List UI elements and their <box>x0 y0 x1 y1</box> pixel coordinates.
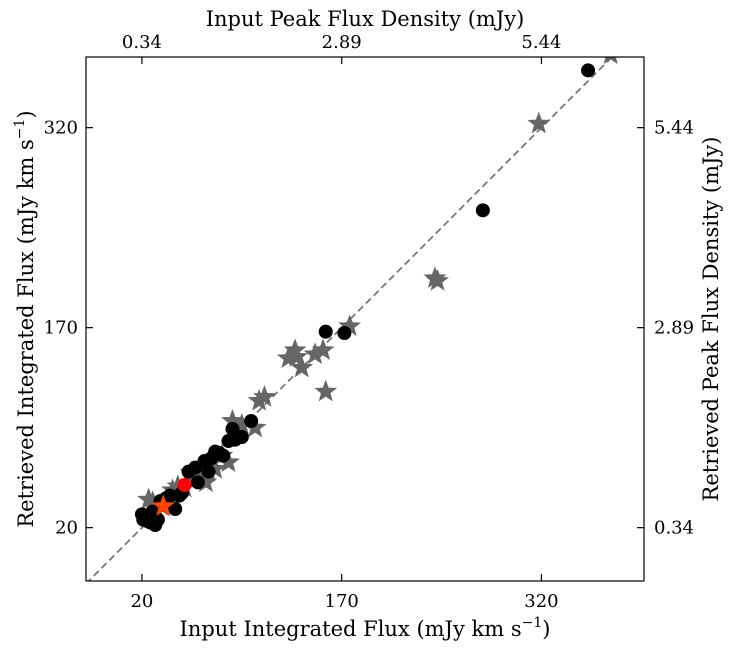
data-point-star <box>230 413 254 435</box>
data-point-star <box>285 345 308 367</box>
data-point-circle <box>318 324 333 339</box>
data-point-circle <box>150 512 165 527</box>
x-axis-title-main: Input Integrated Flux (mJy km s <box>180 617 522 641</box>
data-point-star <box>338 314 362 337</box>
y-tick-label: 320 <box>44 118 78 139</box>
data-point-star <box>247 389 271 411</box>
data-point-star <box>161 478 184 501</box>
ticks-layer: 20 170 320 0.34 2.89 5.44 20 170 320 0.34 2.89 5.44 <box>44 32 694 612</box>
y-axis-title: Retrieved Integrated Flux (mJy km s−1) <box>12 110 38 527</box>
y-tick-label: 170 <box>44 318 78 339</box>
data-point-star <box>253 385 276 407</box>
x-axis-title-end: ) <box>542 617 550 641</box>
data-point-star <box>141 490 164 513</box>
data-point-star <box>277 346 300 369</box>
data-point-circle <box>475 203 490 218</box>
data-point-circle <box>337 326 352 340</box>
x-tick-label: 20 <box>130 591 153 612</box>
data-point-circle <box>216 448 231 463</box>
x-tick-label: 170 <box>325 591 359 612</box>
data-point-circle <box>234 430 249 444</box>
top-tick-label: 5.44 <box>521 32 561 53</box>
marks-layer <box>134 57 618 532</box>
data-point-star <box>194 470 218 493</box>
data-point-circle <box>244 414 259 428</box>
data-point-star <box>151 494 175 517</box>
right-tick-label: 0.34 <box>654 518 694 539</box>
y-axis-title-main: Retrieved Integrated Flux (mJy km s <box>14 139 38 527</box>
data-point-circle <box>190 475 205 490</box>
top-tick-label: 2.89 <box>322 32 362 53</box>
x-axis-title-sup: −1 <box>522 615 543 631</box>
data-point-circle <box>581 63 596 78</box>
data-point-star <box>311 338 335 361</box>
data-point-circle <box>168 502 183 516</box>
data-point-star <box>426 269 449 291</box>
data-point-star <box>527 111 551 134</box>
data-point-circle <box>225 422 240 436</box>
y-axis-title-end: ) <box>14 110 38 118</box>
data-point-circle <box>201 464 216 479</box>
plot-frame <box>85 56 645 582</box>
x-axis-title: Input Integrated Flux (mJy km s−1) <box>180 615 551 641</box>
y-axis-title-group: Retrieved Integrated Flux (mJy km s−1) <box>12 110 38 527</box>
data-point-star <box>290 355 314 378</box>
y-axis-title-sup: −1 <box>12 119 28 140</box>
top-axis-title: Input Peak Flux Density (mJy) <box>206 7 525 31</box>
y-tick-label: 20 <box>55 518 78 539</box>
data-point-star <box>303 342 327 365</box>
x-tick-label: 320 <box>524 591 558 612</box>
right-axis-title: Retrieved Peak Flux Density (mJy) <box>699 137 723 502</box>
data-point-star <box>217 450 240 473</box>
data-point-star <box>203 457 227 479</box>
top-tick-label: 0.34 <box>122 32 162 53</box>
data-point-star <box>221 409 244 431</box>
right-tick-label: 2.89 <box>654 318 694 339</box>
data-point-star <box>314 379 338 402</box>
right-tick-label: 5.44 <box>654 118 694 139</box>
data-point-star <box>603 57 618 65</box>
data-point-circle <box>177 478 192 492</box>
right-axis-title-group: Retrieved Peak Flux Density (mJy) <box>699 137 723 502</box>
